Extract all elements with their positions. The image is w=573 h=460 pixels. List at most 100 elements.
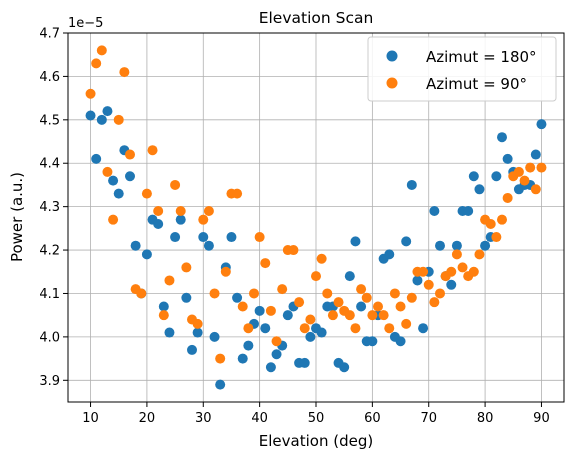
data-point-series-1 — [339, 362, 350, 373]
data-point-series-2 — [108, 214, 119, 225]
x-tick-label: 40 — [251, 411, 268, 426]
data-point-series-1 — [192, 327, 203, 338]
x-tick-label: 60 — [364, 411, 381, 426]
data-point-series-2 — [153, 205, 164, 216]
x-axis-label: Elevation (deg) — [259, 432, 373, 450]
data-point-series-2 — [497, 214, 507, 225]
data-point-series-1 — [203, 240, 214, 251]
legend-marker-series-2 — [386, 77, 398, 89]
data-point-series-1 — [356, 301, 367, 312]
y-tick-label: 4.7 — [39, 27, 60, 42]
data-point-series-1 — [175, 214, 186, 225]
data-point-series-2 — [401, 318, 412, 329]
data-point-series-1 — [406, 179, 417, 190]
data-point-series-1 — [497, 132, 507, 143]
data-point-series-2 — [260, 258, 271, 269]
data-point-series-2 — [249, 288, 259, 299]
data-point-series-2 — [91, 58, 102, 69]
data-point-series-2 — [254, 232, 265, 243]
y-tick-label: 4.3 — [39, 200, 60, 215]
data-point-series-1 — [412, 275, 423, 286]
data-point-series-1 — [305, 331, 316, 342]
y-tick-label: 4.4 — [39, 157, 60, 172]
data-point-series-1 — [260, 323, 271, 334]
data-point-series-1 — [243, 340, 254, 351]
data-point-series-2 — [468, 266, 479, 277]
data-point-series-1 — [226, 232, 237, 243]
data-point-series-1 — [113, 188, 124, 199]
data-point-series-2 — [158, 310, 169, 321]
data-point-series-1 — [254, 305, 265, 316]
data-point-series-2 — [119, 67, 130, 78]
data-point-series-1 — [384, 249, 395, 260]
series-2-points — [85, 45, 547, 364]
data-point-series-1 — [181, 292, 192, 303]
data-point-series-2 — [322, 288, 333, 299]
data-point-series-1 — [108, 175, 119, 186]
data-point-series-2 — [457, 262, 468, 273]
data-point-series-2 — [294, 297, 305, 308]
legend-label-series-2: Azimut = 90° — [426, 75, 527, 93]
data-point-series-2 — [164, 275, 175, 286]
y-tick-label: 4.2 — [39, 244, 60, 259]
data-point-series-1 — [468, 171, 479, 182]
axis-ticks: 10 20 30 40 50 60 70 80 90 3.9 4.0 4.1 4.2 4.3 4.4 4.5 4… — [39, 27, 549, 427]
data-point-series-1 — [85, 110, 96, 121]
data-point-series-2 — [85, 88, 96, 99]
data-point-series-1 — [215, 379, 226, 390]
y-tick-label: 4.0 — [39, 330, 60, 345]
data-point-series-2 — [265, 305, 276, 316]
data-point-series-2 — [429, 297, 440, 308]
data-point-series-2 — [237, 301, 248, 312]
data-point-series-2 — [277, 284, 288, 295]
data-point-series-1 — [395, 336, 406, 347]
data-point-series-2 — [491, 232, 502, 243]
data-point-series-2 — [141, 188, 152, 199]
data-point-series-1 — [435, 240, 445, 251]
data-point-series-2 — [288, 245, 299, 256]
data-point-series-2 — [181, 262, 192, 273]
y-axis-label: Power (a.u.) — [8, 172, 26, 262]
data-point-series-2 — [513, 166, 524, 177]
data-point-series-2 — [423, 279, 434, 290]
data-point-series-1 — [187, 344, 197, 355]
data-point-series-2 — [356, 284, 367, 295]
x-tick-label: 10 — [82, 411, 99, 426]
data-point-series-1 — [530, 149, 541, 160]
data-point-series-2 — [192, 318, 203, 329]
data-point-series-1 — [418, 323, 429, 334]
data-point-series-2 — [102, 166, 113, 177]
data-point-series-1 — [130, 240, 141, 251]
x-tick-label: 50 — [308, 411, 325, 426]
data-point-series-2 — [519, 175, 530, 186]
x-tick-label: 70 — [420, 411, 437, 426]
x-tick-label: 30 — [195, 411, 212, 426]
data-point-series-1 — [209, 331, 220, 342]
data-points — [85, 45, 547, 390]
data-point-series-1 — [451, 240, 462, 251]
legend-label-series-1: Azimut = 180° — [426, 48, 537, 66]
legend-frame — [367, 36, 557, 102]
data-point-series-2 — [446, 266, 457, 277]
data-point-series-1 — [367, 336, 378, 347]
data-point-series-2 — [305, 314, 316, 325]
data-point-series-1 — [316, 327, 327, 338]
data-point-series-1 — [429, 205, 440, 216]
data-point-series-1 — [164, 327, 175, 338]
data-point-series-2 — [113, 114, 124, 125]
data-point-series-1 — [125, 171, 135, 182]
data-point-series-1 — [502, 153, 513, 164]
data-point-series-1 — [232, 292, 243, 303]
data-point-series-1 — [153, 219, 164, 230]
y-tick-label: 4.1 — [39, 287, 60, 302]
data-point-series-2 — [299, 323, 310, 334]
data-point-series-2 — [474, 249, 485, 260]
data-point-series-1 — [463, 205, 474, 216]
y-tick-label: 3.9 — [39, 374, 60, 389]
data-point-series-2 — [530, 184, 541, 195]
data-point-series-1 — [271, 349, 282, 360]
data-point-series-1 — [91, 153, 102, 164]
data-point-series-2 — [96, 45, 107, 56]
